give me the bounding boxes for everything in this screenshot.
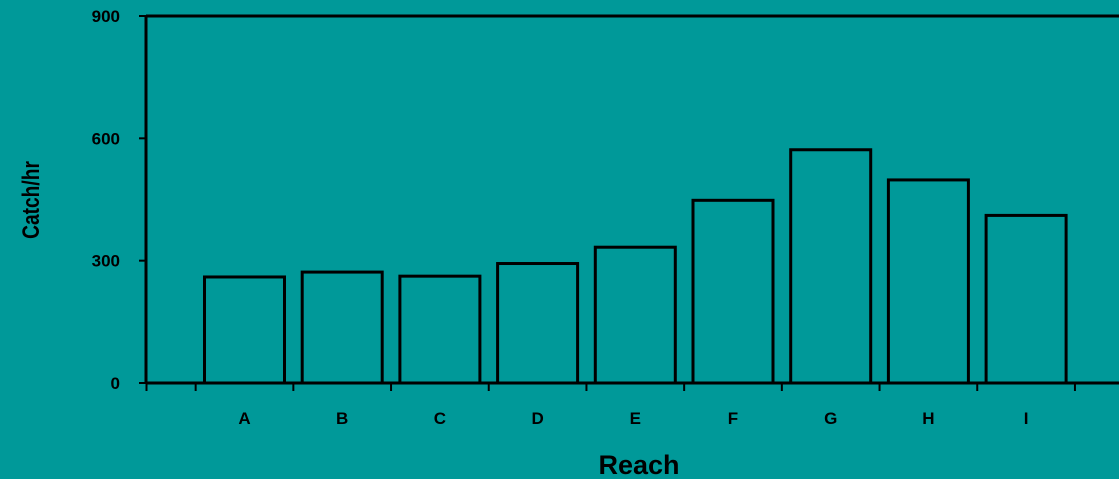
x-tick-label: I [1024, 409, 1029, 428]
y-tick-label: 0 [111, 374, 120, 393]
y-tick-label: 600 [92, 129, 120, 148]
bar-h [886, 178, 970, 385]
bar-a [203, 275, 286, 385]
bar-g [789, 148, 873, 385]
bar-f [691, 198, 775, 385]
x-tick-label: E [630, 409, 641, 428]
bar-b [300, 270, 384, 385]
bar-d [496, 262, 580, 385]
bar-i [984, 213, 1068, 385]
x-ticks-group: A B C D E F G H I [145, 383, 1076, 428]
y-ticks-group: 0 300 600 900 [92, 7, 146, 393]
x-tick-label: A [238, 409, 250, 428]
y-tick-label: 900 [92, 7, 120, 26]
x-tick-label: H [922, 409, 934, 428]
y-axis-title: Catch/hr [17, 161, 45, 239]
x-tick-label: G [824, 409, 837, 428]
y-tick-label: 300 [92, 252, 120, 271]
x-tick-label: D [531, 409, 543, 428]
axes-group [144, 14, 1119, 385]
x-tick-label: B [336, 409, 348, 428]
bar-c [398, 274, 482, 385]
bars-group [203, 148, 1068, 385]
x-tick-label: C [434, 409, 446, 428]
bar-e [593, 245, 677, 385]
x-axis-title: Reach [598, 450, 679, 479]
x-tick-label: F [728, 409, 738, 428]
